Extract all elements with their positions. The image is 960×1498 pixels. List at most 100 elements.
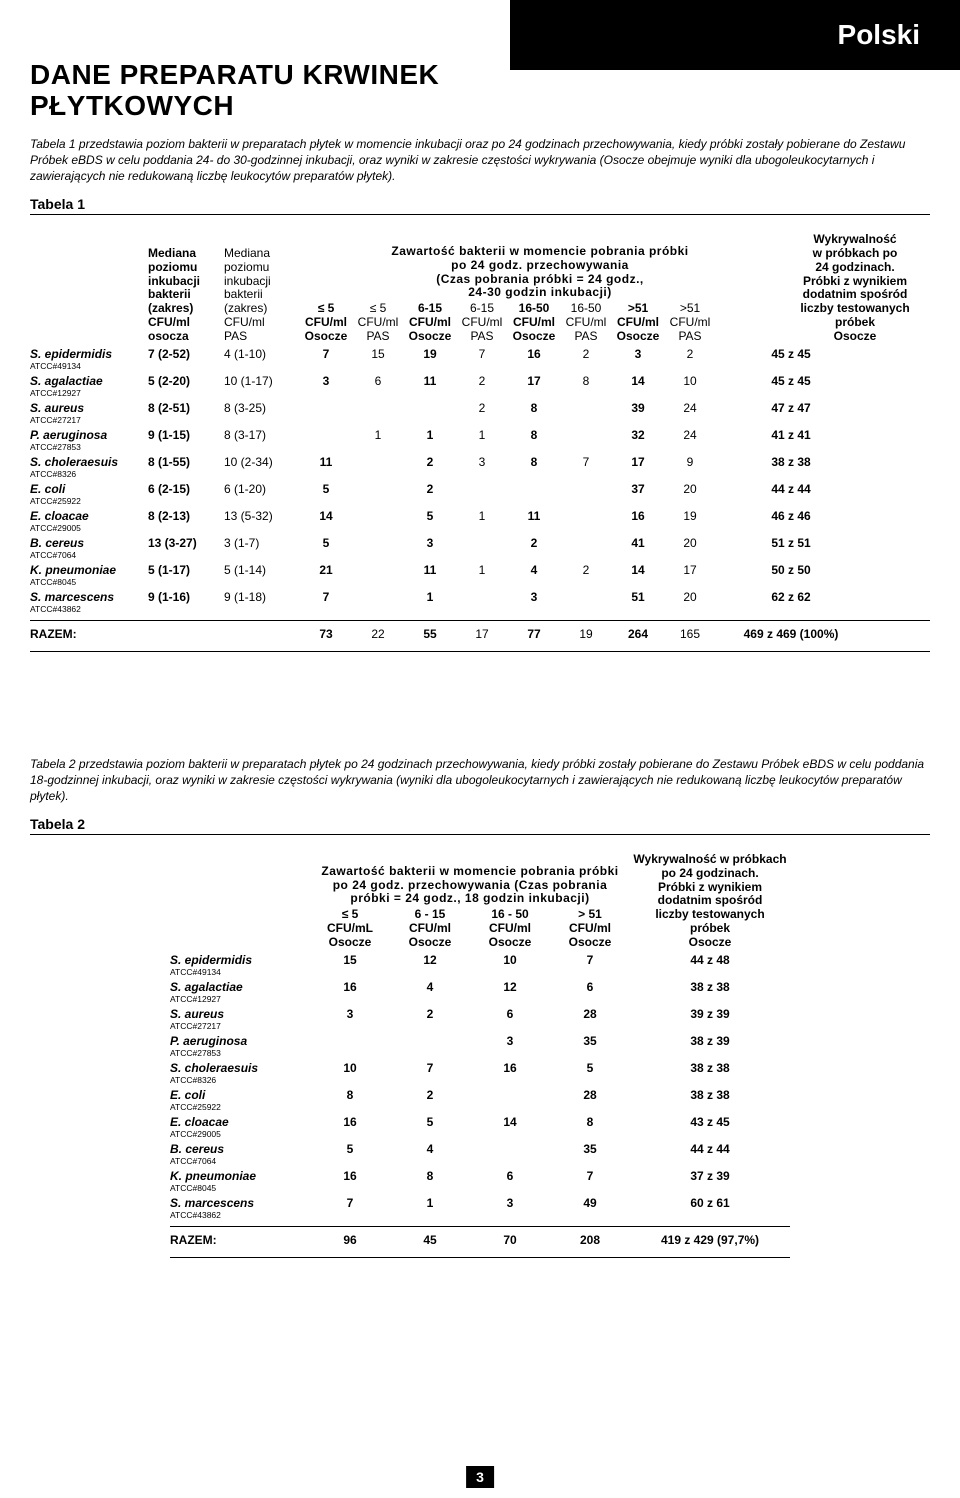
data-cell: 17 [612, 455, 664, 469]
data-cell: 16 [612, 509, 664, 523]
data-cell: 6 [550, 980, 630, 994]
organism-name: B. cereus [170, 1142, 310, 1156]
atcc-code: ATCC#27217 [170, 1021, 310, 1031]
detection-cell: 44 z 48 [630, 953, 790, 967]
data-cell: 16 [310, 980, 390, 994]
data-cell: 3 [470, 1196, 550, 1210]
median-pas: 4 (1-10) [224, 347, 300, 361]
data-cell: 28 [550, 1088, 630, 1102]
data-cell: 16 [310, 1169, 390, 1183]
atcc-code: ATCC#12927 [30, 388, 148, 398]
organism-name: E. coli [170, 1088, 310, 1102]
detection-cell: 45 z 45 [716, 347, 866, 361]
data-cell: 16 [310, 1115, 390, 1129]
atcc-code: ATCC#27217 [30, 415, 148, 425]
data-cell: 51 [612, 590, 664, 604]
median-osocze: 8 (2-51) [148, 401, 224, 415]
detection-cell: 47 z 47 [716, 401, 866, 415]
table1: Medianapoziomuinkubacjibakterii(zakres)C… [30, 233, 930, 651]
detection-cell: 62 z 62 [716, 590, 866, 604]
data-cell: 21 [300, 563, 352, 577]
data-cell: 1 [456, 563, 508, 577]
table1-col-detection: Wykrywalnośćw próbkach po24 godzinach.Pr… [780, 233, 930, 343]
data-cell: 11 [404, 374, 456, 388]
data-cell: 10 [664, 374, 716, 388]
total-cell: 264 [612, 627, 664, 641]
table2: Zawartość bakterii w momencie pobrania p… [170, 853, 790, 1247]
organism-name: S. choleraesuis [30, 455, 148, 469]
data-cell: 8 [508, 428, 560, 442]
table2-label: Tabela 2 [30, 816, 930, 835]
data-cell: 3 [456, 455, 508, 469]
data-cell: 20 [664, 536, 716, 550]
data-cell: 4 [390, 980, 470, 994]
table2-subcolumns: ≤ 5CFU/mLOsocze6 - 15CFU/mlOsocze16 - 50… [310, 908, 630, 949]
data-cell: 24 [664, 401, 716, 415]
organism-name: S. aureus [30, 401, 148, 415]
data-cell: 4 [390, 1142, 470, 1156]
data-cell: 19 [404, 347, 456, 361]
median-osocze: 6 (2-15) [148, 482, 224, 496]
atcc-code: ATCC#43862 [170, 1210, 310, 1220]
data-cell: 10 [310, 1061, 390, 1075]
table-row: S. choleraesuisATCC#832610716538 z 38 [170, 1061, 790, 1085]
organism-name: P. aeruginosa [30, 428, 148, 442]
organism-name: E. coli [30, 482, 148, 496]
total-cell: 17 [456, 627, 508, 641]
total-cell: 73 [300, 627, 352, 641]
atcc-code: ATCC#8326 [30, 469, 148, 479]
total-cell: 19 [560, 627, 612, 641]
table2-subcol: > 51CFU/mlOsocze [550, 908, 630, 949]
table1-subcol: ≤ 5CFU/mlOsocze [300, 302, 352, 343]
detection-cell: 38 z 38 [716, 455, 866, 469]
detection-cell: 38 z 39 [630, 1034, 790, 1048]
data-cell: 3 [612, 347, 664, 361]
table-row: E. coliATCC#259226 (2-15)6 (1-20)5237204… [30, 482, 930, 506]
data-cell: 9 [664, 455, 716, 469]
table1-col-median-pas: Medianapoziomuinkubacjibakterii(zakres)C… [224, 247, 300, 344]
detection-cell: 41 z 41 [716, 428, 866, 442]
detection-cell: 50 z 50 [716, 563, 866, 577]
table-row: S. aureusATCC#272173262839 z 39 [170, 1007, 790, 1031]
data-cell: 5 [404, 509, 456, 523]
table1-header: Medianapoziomuinkubacjibakterii(zakres)C… [30, 233, 930, 343]
detection-cell: 37 z 39 [630, 1169, 790, 1183]
organism-name: S. marcescens [30, 590, 148, 604]
data-cell: 2 [404, 455, 456, 469]
organism-name: S. agalactiae [30, 374, 148, 388]
detection-cell: 43 z 45 [630, 1115, 790, 1129]
table-row: S. marcescensATCC#438629 (1-16)9 (1-18)7… [30, 590, 930, 614]
data-cell: 24 [664, 428, 716, 442]
data-cell: 5 [550, 1061, 630, 1075]
table2-intro: Tabela 2 przedstawia poziom bakterii w p… [30, 756, 930, 805]
total-cell: 55 [404, 627, 456, 641]
data-cell: 3 [310, 1007, 390, 1021]
data-cell: 11 [300, 455, 352, 469]
data-cell: 5 [300, 536, 352, 550]
data-cell: 7 [456, 347, 508, 361]
data-cell: 14 [300, 509, 352, 523]
table2-mid-title-line: po 24 godz. przechowywania (Czas pobrani… [310, 879, 630, 893]
detection-cell: 44 z 44 [630, 1142, 790, 1156]
atcc-code: ATCC#29005 [170, 1129, 310, 1139]
data-cell: 1 [404, 590, 456, 604]
data-cell: 4 [508, 563, 560, 577]
data-cell: 3 [470, 1034, 550, 1048]
data-cell: 2 [456, 401, 508, 415]
organism-name: S. agalactiae [170, 980, 310, 994]
total-cell: 208 [550, 1233, 630, 1247]
table1-label: Tabela 1 [30, 196, 930, 215]
data-cell: 11 [508, 509, 560, 523]
table-row: E. cloacaeATCC#2900516514843 z 45 [170, 1115, 790, 1139]
data-cell: 7 [300, 590, 352, 604]
data-cell: 20 [664, 482, 716, 496]
table-row: P. aeruginosaATCC#278539 (1-15)8 (3-17)1… [30, 428, 930, 452]
data-cell: 7 [390, 1061, 470, 1075]
data-cell: 2 [560, 563, 612, 577]
data-cell: 28 [550, 1007, 630, 1021]
table-row: S. choleraesuisATCC#83268 (1-55)10 (2-34… [30, 455, 930, 479]
atcc-code: ATCC#43862 [30, 604, 148, 614]
median-pas: 6 (1-20) [224, 482, 300, 496]
atcc-code: ATCC#27853 [170, 1048, 310, 1058]
organism-name: K. pneumoniae [170, 1169, 310, 1183]
